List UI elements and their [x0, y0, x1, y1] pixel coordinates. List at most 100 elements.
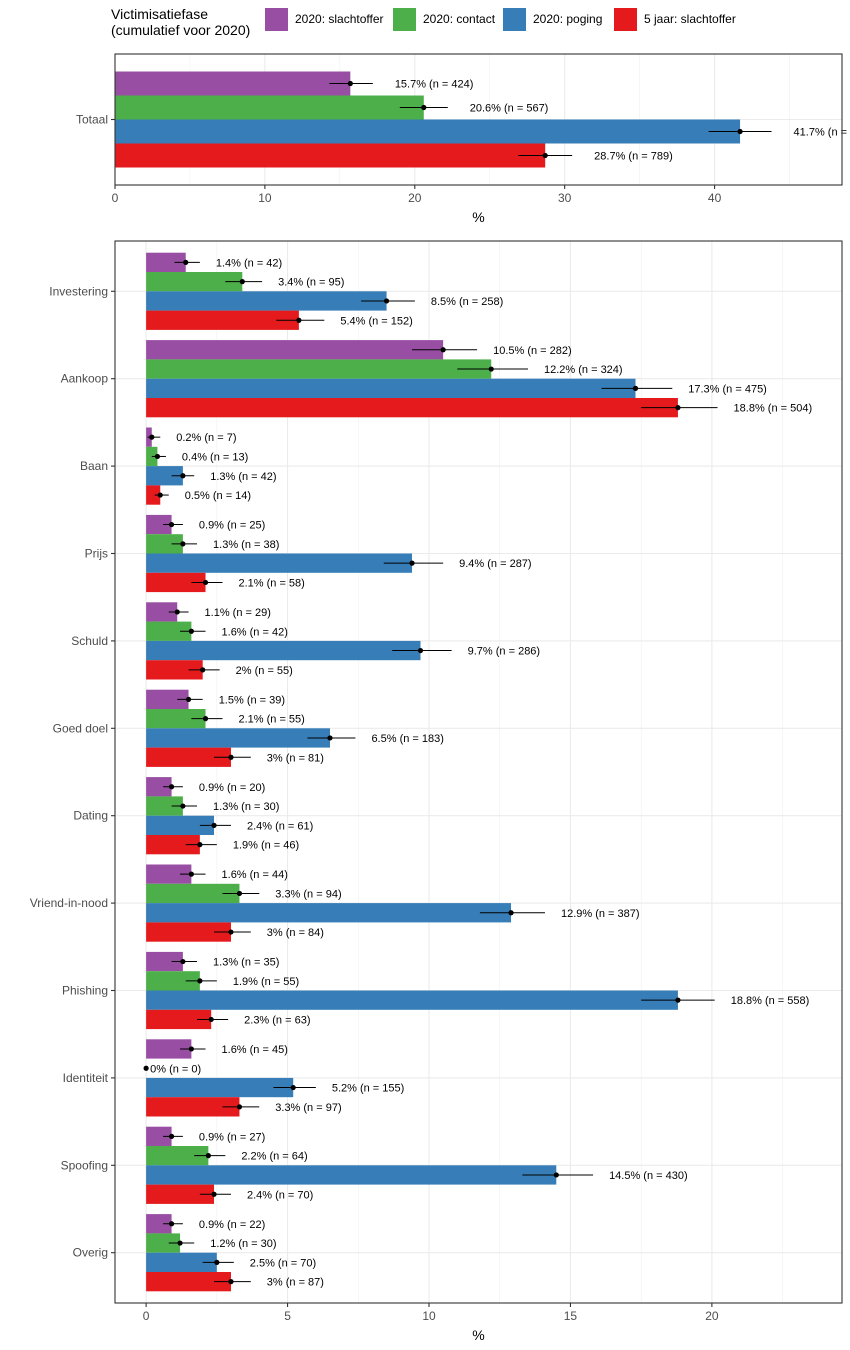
estimate-point: [168, 521, 175, 528]
estimate-point: [236, 890, 243, 897]
estimate-point: [200, 667, 206, 673]
estimate-point: [417, 647, 424, 654]
bar: [115, 71, 351, 96]
estimate-point: [409, 560, 415, 566]
estimate-point: [183, 259, 189, 265]
bar: [146, 796, 183, 816]
data-label: 0.4% (n = 13): [182, 451, 248, 463]
data-label: 0% (n = 0): [150, 1063, 201, 1075]
data-label: 8.5% (n = 258): [431, 296, 503, 308]
bar: [146, 815, 215, 835]
bar: [146, 903, 512, 923]
estimate-point: [168, 1221, 175, 1227]
data-label: 6.5% (n = 183): [371, 733, 443, 745]
data-label: 12.9% (n = 387): [561, 908, 640, 920]
estimate-point: [211, 822, 217, 828]
bar: [115, 143, 546, 168]
estimate-point: [421, 104, 427, 111]
data-label: 1.4% (n = 42): [216, 257, 282, 269]
data-label: 3.4% (n = 95): [278, 277, 344, 289]
estimate-point: [180, 958, 186, 965]
x-tick-label: 5: [284, 1309, 291, 1323]
bar: [146, 835, 200, 855]
bar: [146, 485, 161, 505]
bar: [146, 252, 186, 272]
x-tick-label: 40: [708, 191, 722, 205]
bar: [146, 1097, 240, 1117]
data-label: 15.7% (n = 424): [395, 79, 474, 91]
data-label: 9.4% (n = 287): [459, 558, 531, 570]
legend-item-slachtoffer-5-jaar: 5 jaar: slachtoffer: [614, 6, 736, 32]
bar: [146, 990, 678, 1010]
data-label: 1.6% (n = 45): [222, 1044, 288, 1056]
category-label: Schuld: [71, 634, 108, 648]
estimate-point: [180, 541, 186, 547]
data-label: 28.7% (n = 789): [594, 151, 673, 163]
data-label: 1.3% (n = 35): [213, 957, 279, 969]
estimate-point: [185, 696, 192, 702]
estimate-point: [488, 366, 494, 372]
bar: [146, 1252, 217, 1272]
estimate-point: [205, 1153, 211, 1159]
data-label: 2.4% (n = 61): [247, 820, 313, 832]
estimate-point: [440, 347, 446, 353]
estimate-point: [168, 784, 175, 790]
bar: [146, 1146, 209, 1166]
data-label: 3.3% (n = 97): [275, 1102, 341, 1114]
data-label: 14.5% (n = 430): [609, 1170, 688, 1182]
legend-label: 5 jaar: slachtoffer: [644, 12, 736, 26]
legend-title-line-2: (cumulatief voor 2020): [111, 22, 251, 38]
legend: Victimisatiefase (cumulatief voor 2020) …: [0, 0, 850, 50]
bar: [146, 340, 444, 360]
bar: [146, 514, 172, 535]
estimate-point: [383, 298, 390, 304]
data-label: 0.9% (n = 20): [199, 782, 265, 794]
category-label: Overig: [73, 1246, 108, 1260]
estimate-point: [236, 1104, 243, 1110]
estimate-point: [202, 716, 209, 722]
estimate-point: [347, 80, 353, 87]
data-label: 2.4% (n = 70): [247, 1189, 313, 1201]
x-axis-title: %: [472, 209, 484, 225]
estimate-point: [188, 628, 194, 634]
data-label: 20.6% (n = 567): [470, 103, 549, 115]
estimate-point: [508, 910, 514, 916]
bar: [146, 272, 243, 292]
estimate-point: [157, 492, 163, 498]
data-label: 1.6% (n = 42): [222, 626, 288, 638]
data-label: 2.5% (n = 70): [250, 1257, 316, 1269]
bar: [146, 1009, 212, 1030]
category-label: Phishing: [62, 984, 108, 998]
legend-swatch: [393, 7, 416, 31]
bar: [146, 747, 231, 767]
bar: [115, 119, 741, 144]
data-label: 2.1% (n = 55): [238, 714, 304, 726]
estimate-point: [211, 1191, 217, 1197]
data-label: 0.2% (n = 7): [176, 432, 236, 444]
category-label: Spoofing: [61, 1158, 108, 1172]
bar: [146, 621, 192, 641]
x-axis-title: %: [472, 1327, 484, 1343]
bar: [146, 1214, 172, 1234]
bar: [146, 572, 206, 593]
data-label: 1.9% (n = 46): [233, 840, 299, 852]
x-tick-label: 10: [422, 1309, 436, 1323]
estimate-point: [180, 803, 186, 809]
data-label: 10.5% (n = 282): [493, 345, 572, 357]
data-label: 2.3% (n = 63): [244, 1014, 310, 1026]
estimate-point: [174, 609, 180, 615]
category-label: Baan: [80, 459, 108, 473]
estimate-point: [228, 1279, 234, 1285]
data-label: 2.1% (n = 58): [238, 577, 304, 589]
bar: [146, 689, 189, 709]
data-label: 1.9% (n = 55): [233, 976, 299, 988]
bar: [146, 378, 636, 398]
estimate-point: [197, 978, 203, 984]
bar: [146, 728, 330, 748]
estimate-point: [154, 453, 161, 460]
chart-panel-1: 15.7% (n = 424) 20.6% (n = 567) 41.7% (n =…: [76, 53, 850, 225]
bar: [146, 777, 172, 797]
estimate-point: [553, 1172, 559, 1178]
estimate-point: [632, 385, 639, 391]
estimate-point: [188, 871, 194, 877]
